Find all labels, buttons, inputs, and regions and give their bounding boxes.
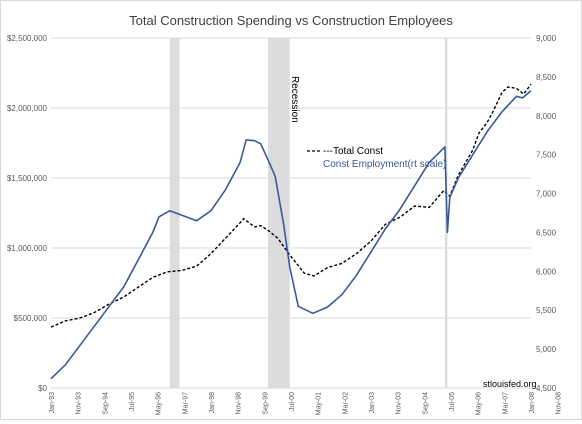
legend-const-employment: Const Employment(rt scale) xyxy=(323,159,446,170)
right-axis: 4,500 5,000 5,500 6,000 6,500 7,000 7,500 8,000… xyxy=(536,34,557,393)
right-tick-label: 7,000 xyxy=(536,190,557,199)
left-tick-label: $0 xyxy=(38,384,47,393)
x-tick-label: Nov-98 xyxy=(236,392,243,415)
legend-total-const: ---Total Const xyxy=(323,146,383,157)
x-tick-label: Mar-97 xyxy=(182,392,189,414)
x-tick-label: Nov-03 xyxy=(396,392,403,415)
x-tick-label: May-01 xyxy=(316,392,323,415)
series-lines xyxy=(50,83,532,380)
x-tick-label: Jul-05 xyxy=(449,392,456,411)
x-axis: Jan-93 Nov-93 Sep-94 Jul-95 May-96 Mar-97 Jan-… xyxy=(49,392,563,415)
x-tick-label: Jul-00 xyxy=(289,392,296,411)
x-tick-label: Mar-07 xyxy=(502,392,509,414)
right-tick-label: 4,500 xyxy=(536,384,557,393)
x-tick-label: Sep-04 xyxy=(422,392,429,415)
right-tick-label: 6,000 xyxy=(536,267,557,276)
left-tick-label: $2,500,000 xyxy=(7,34,48,43)
left-tick-label: $500,000 xyxy=(14,314,48,323)
left-tick-label: $1,500,000 xyxy=(7,174,48,183)
right-tick-label: 5,000 xyxy=(536,345,557,354)
x-tick-label: Jan-98 xyxy=(209,392,216,414)
recession-annotation: Recession xyxy=(289,76,300,123)
source-label: stlouisfed.org xyxy=(483,379,537,389)
x-tick-label: Jan-08 xyxy=(529,392,536,414)
x-tick-label: May-06 xyxy=(476,392,483,415)
x-tick-label: Nov-93 xyxy=(76,392,83,415)
recession-band-1 xyxy=(267,38,290,388)
chart-title: Total Construction Spending vs Construct… xyxy=(129,13,453,28)
right-tick-label: 6,500 xyxy=(536,228,557,237)
x-tick-label: Jan-03 xyxy=(369,392,376,414)
series-const-employment xyxy=(50,90,532,380)
x-tick-label: Mar-02 xyxy=(342,392,349,414)
x-tick-label: Nov-08 xyxy=(556,392,563,415)
x-tick-label: May-96 xyxy=(156,392,163,415)
left-tick-label: $1,000,000 xyxy=(7,244,48,253)
right-tick-label: 9,000 xyxy=(536,34,557,43)
right-tick-label: 5,500 xyxy=(536,306,557,315)
x-tick-label: Sep-99 xyxy=(262,392,269,415)
gridlines xyxy=(51,37,531,389)
right-tick-label: 8,000 xyxy=(536,112,557,121)
series-total-const xyxy=(50,83,532,328)
x-tick-label: Sep-94 xyxy=(102,392,109,415)
right-tick-label: 8,500 xyxy=(536,73,557,82)
right-tick-label: 7,500 xyxy=(536,151,557,160)
left-axis: $0 $500,000 $1,000,000 $1,500,000 $2,000,000… xyxy=(7,34,48,393)
x-tick-label: Jan-93 xyxy=(49,392,56,414)
left-tick-label: $2,000,000 xyxy=(7,104,48,113)
x-tick-label: Jul-95 xyxy=(129,392,136,411)
legend: ---Total Const Const Employment(rt scale… xyxy=(307,146,446,170)
